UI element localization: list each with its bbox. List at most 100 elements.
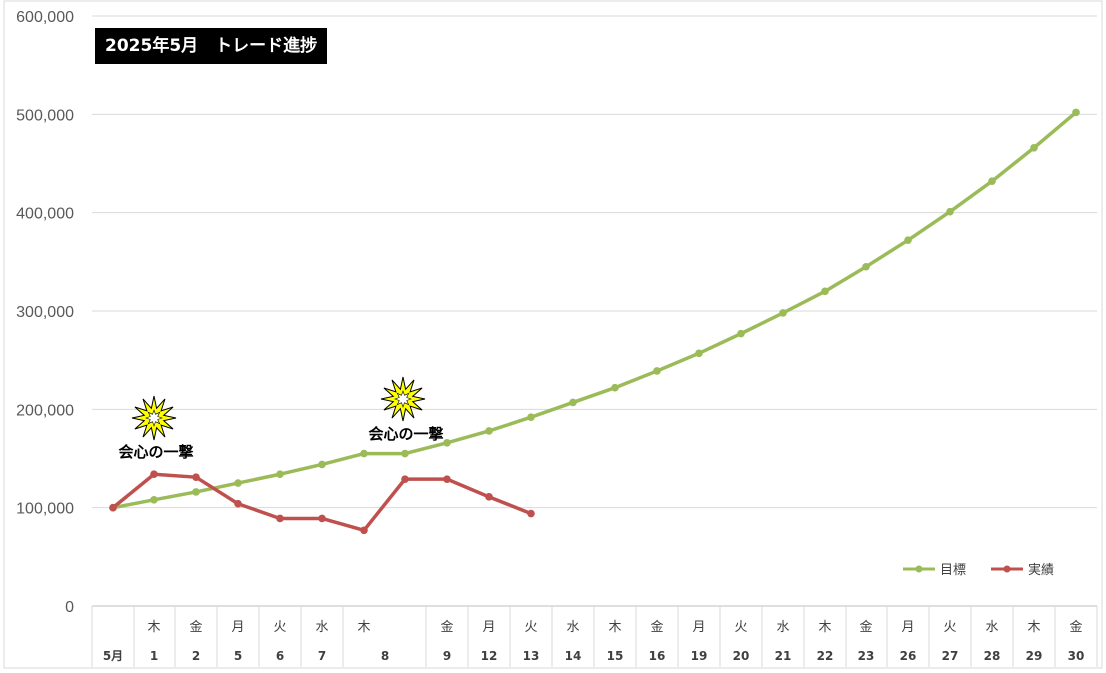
x-weekday-label: 金 xyxy=(1069,619,1082,635)
series-point-1 xyxy=(318,514,326,523)
y-tick-label: 400,000 xyxy=(16,206,74,223)
x-weekday-label: 金 xyxy=(440,619,453,635)
x-day-label: 5 xyxy=(234,649,242,663)
x-weekday-label: 水 xyxy=(776,620,789,635)
x-weekday-label: 木 xyxy=(818,620,831,635)
x-day-label: 12 xyxy=(481,649,498,663)
x-day-label: 22 xyxy=(817,649,834,663)
x-weekday-label: 木 xyxy=(1027,620,1040,635)
y-tick-label: 500,000 xyxy=(16,107,74,124)
y-tick-label: 300,000 xyxy=(16,304,74,321)
x-day-label: 20 xyxy=(733,649,750,663)
x-weekday-label: 金 xyxy=(189,619,202,635)
x-axis: 5月木1金2月5火6水7木8金9月12火13水14木15金16月19火20水21… xyxy=(91,605,1098,667)
x-day-label: 13 xyxy=(523,649,540,663)
x-weekday-label: 水 xyxy=(315,620,328,635)
chart-border xyxy=(3,0,1103,669)
y-tick-label: 0 xyxy=(65,599,74,616)
series-point-0 xyxy=(569,398,577,407)
gridlines xyxy=(92,15,1097,607)
x-weekday-label: 月 xyxy=(901,620,914,635)
y-tick-label: 600,000 xyxy=(16,9,74,26)
x-weekday-label: 金 xyxy=(859,619,872,635)
x-weekday-label: 月 xyxy=(231,620,244,635)
x-day-label: 1 xyxy=(150,649,158,663)
series-point-0 xyxy=(946,207,954,216)
x-day-label: 26 xyxy=(900,649,917,663)
series-point-0 xyxy=(695,349,703,358)
series-point-0 xyxy=(821,287,829,296)
x-day-label: 15 xyxy=(607,649,624,663)
series-point-0 xyxy=(485,427,493,435)
x-day-label: 5月 xyxy=(103,649,123,663)
x-weekday-label: 木 xyxy=(357,620,370,635)
series-point-0 xyxy=(150,496,158,504)
x-weekday-label: 月 xyxy=(692,620,705,635)
legend-marker xyxy=(1003,565,1011,573)
starburst-core-icon xyxy=(394,390,412,408)
series-point-0 xyxy=(611,383,619,392)
series-point-1 xyxy=(401,475,409,483)
x-day-label: 2 xyxy=(192,649,200,663)
series-point-0 xyxy=(318,460,326,469)
x-day-label: 21 xyxy=(775,649,792,663)
x-day-label: 19 xyxy=(691,649,708,663)
legend-label: 実績 xyxy=(1028,562,1054,578)
series-point-0 xyxy=(234,479,242,487)
series-point-0 xyxy=(276,470,284,479)
starburst-core-icon xyxy=(145,409,163,427)
legend: 目標 実績 xyxy=(903,562,1054,578)
series-point-1 xyxy=(109,503,117,512)
series-point-0 xyxy=(653,367,661,375)
x-day-label: 23 xyxy=(858,649,875,663)
series-point-0 xyxy=(443,438,451,447)
series-point-0 xyxy=(862,262,870,271)
series-point-1 xyxy=(360,526,368,535)
x-weekday-label: 水 xyxy=(566,620,579,635)
x-weekday-label: 水 xyxy=(985,620,998,635)
chart-title: 2025年5月 トレード進捗 xyxy=(95,28,328,64)
y-tick-label: 200,000 xyxy=(16,402,74,419)
y-tick-label: 100,000 xyxy=(16,501,74,518)
series-point-0 xyxy=(904,236,912,244)
series-point-1 xyxy=(150,470,158,479)
series-point-0 xyxy=(1072,108,1080,117)
x-day-label: 9 xyxy=(443,649,451,663)
series-point-0 xyxy=(737,329,745,338)
x-weekday-label: 火 xyxy=(273,620,286,635)
annotation-label: 会心の一撃 xyxy=(118,443,193,461)
series-point-1 xyxy=(276,514,284,523)
series-point-1 xyxy=(192,473,200,481)
x-day-label: 7 xyxy=(318,649,326,663)
series-point-0 xyxy=(192,488,200,496)
series-point-0 xyxy=(988,177,996,185)
x-weekday-label: 木 xyxy=(147,620,160,635)
x-day-label: 27 xyxy=(942,649,959,663)
x-weekday-label: 金 xyxy=(650,619,663,635)
series-point-0 xyxy=(527,413,535,422)
x-weekday-label: 月 xyxy=(482,620,495,635)
x-day-label: 28 xyxy=(984,649,1001,663)
x-day-label: 14 xyxy=(565,649,582,663)
series-point-1 xyxy=(234,499,242,508)
series-point-0 xyxy=(401,449,409,458)
x-day-label: 30 xyxy=(1068,649,1085,663)
legend-label: 目標 xyxy=(940,563,966,578)
series-point-1 xyxy=(527,509,535,518)
annotation-label: 会心の一撃 xyxy=(368,425,443,443)
y-axis: 0 100,000 200,000 300,000 400,000 500,000 600,… xyxy=(16,9,74,616)
x-day-label: 8 xyxy=(381,649,389,663)
series-point-0 xyxy=(1030,143,1038,152)
x-weekday-label: 火 xyxy=(734,620,747,635)
legend-marker xyxy=(915,565,923,573)
series-point-0 xyxy=(360,449,368,458)
series-point-1 xyxy=(485,493,493,501)
x-day-label: 16 xyxy=(649,649,666,663)
x-weekday-label: 木 xyxy=(608,620,621,635)
x-weekday-label: 火 xyxy=(943,620,956,635)
series-point-1 xyxy=(443,475,451,483)
series-layer xyxy=(109,108,1080,535)
series-line-0 xyxy=(112,111,1078,510)
